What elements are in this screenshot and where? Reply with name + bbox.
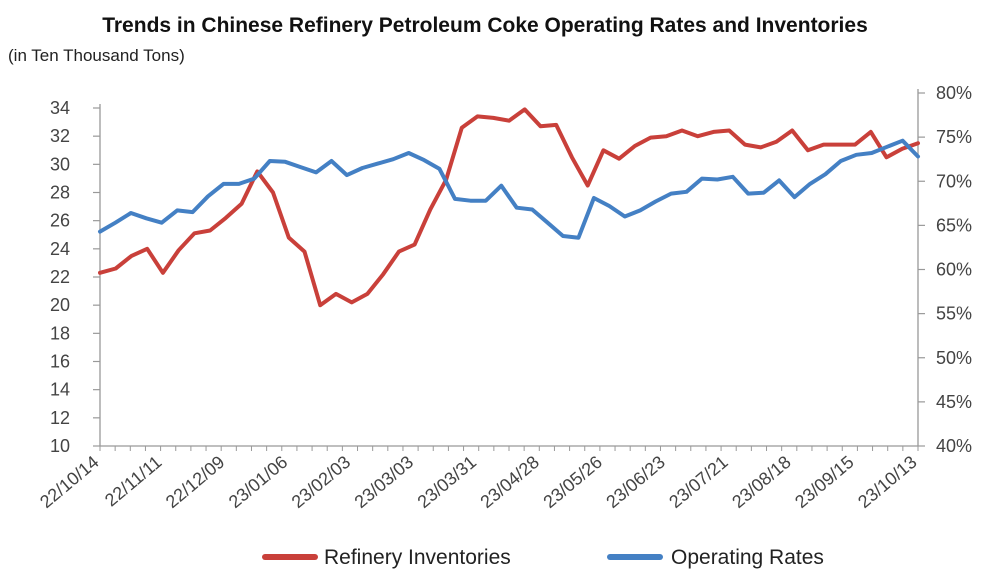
left-tick-label: 12 (50, 408, 70, 428)
x-tick-label: 22/12/09 (162, 452, 229, 512)
x-tick-label: 23/03/03 (351, 452, 418, 512)
chart-title: Trends in Chinese Refinery Petroleum Cok… (102, 14, 868, 37)
right-tick-label: 40% (936, 436, 972, 456)
left-tick-label: 32 (50, 126, 70, 146)
x-tick-label: 22/11/11 (101, 452, 165, 511)
left-tick-label: 26 (50, 211, 70, 231)
legend: Refinery Inventories Operating Rates (262, 546, 824, 569)
left-tick-label: 30 (50, 154, 70, 174)
left-tick-label: 28 (50, 183, 70, 203)
left-tick-label: 18 (50, 323, 70, 343)
chart-subtitle: (in Ten Thousand Tons) (8, 46, 185, 65)
left-tick-label: 10 (50, 436, 70, 456)
x-tick-label: 23/09/15 (791, 452, 858, 512)
left-tick-label: 22 (50, 267, 70, 287)
right-tick-label: 55% (936, 304, 972, 324)
legend-label: Operating Rates (671, 546, 824, 569)
series-line-refinery-inventories (98, 107, 920, 308)
axes: 10 12 14 16 18 20 22 24 26 28 30 32 34 40% 45% 50% 55% 60… (36, 83, 972, 512)
x-tick-label: 23/02/03 (288, 452, 355, 512)
x-tick-label: 23/08/18 (728, 452, 795, 512)
left-tick-label: 20 (50, 295, 70, 315)
series-line-operating-rates (98, 138, 920, 240)
left-tick-label: 24 (50, 239, 70, 259)
legend-label: Refinery Inventories (324, 546, 511, 569)
right-tick-label: 45% (936, 392, 972, 412)
left-tick-label: 14 (50, 380, 70, 400)
x-tick-label: 23/01/06 (225, 452, 292, 512)
right-tick-label: 50% (936, 348, 972, 368)
series-lines (98, 107, 920, 308)
x-tick-label: 23/10/13 (854, 452, 921, 512)
x-tick-label: 23/07/21 (665, 452, 732, 512)
left-tick-label: 34 (50, 98, 70, 118)
right-tick-label: 75% (936, 127, 972, 147)
right-tick-label: 60% (936, 260, 972, 280)
x-tick-label: 23/05/26 (539, 452, 606, 512)
left-tick-label: 16 (50, 352, 70, 372)
x-tick-label: 23/04/28 (476, 452, 543, 512)
x-tick-label: 22/10/14 (36, 452, 103, 512)
right-tick-label: 80% (936, 83, 972, 103)
x-tick-label: 23/03/31 (414, 452, 481, 512)
right-tick-label: 65% (936, 215, 972, 235)
x-tick-label: 23/06/23 (602, 452, 669, 512)
right-tick-label: 70% (936, 171, 972, 191)
